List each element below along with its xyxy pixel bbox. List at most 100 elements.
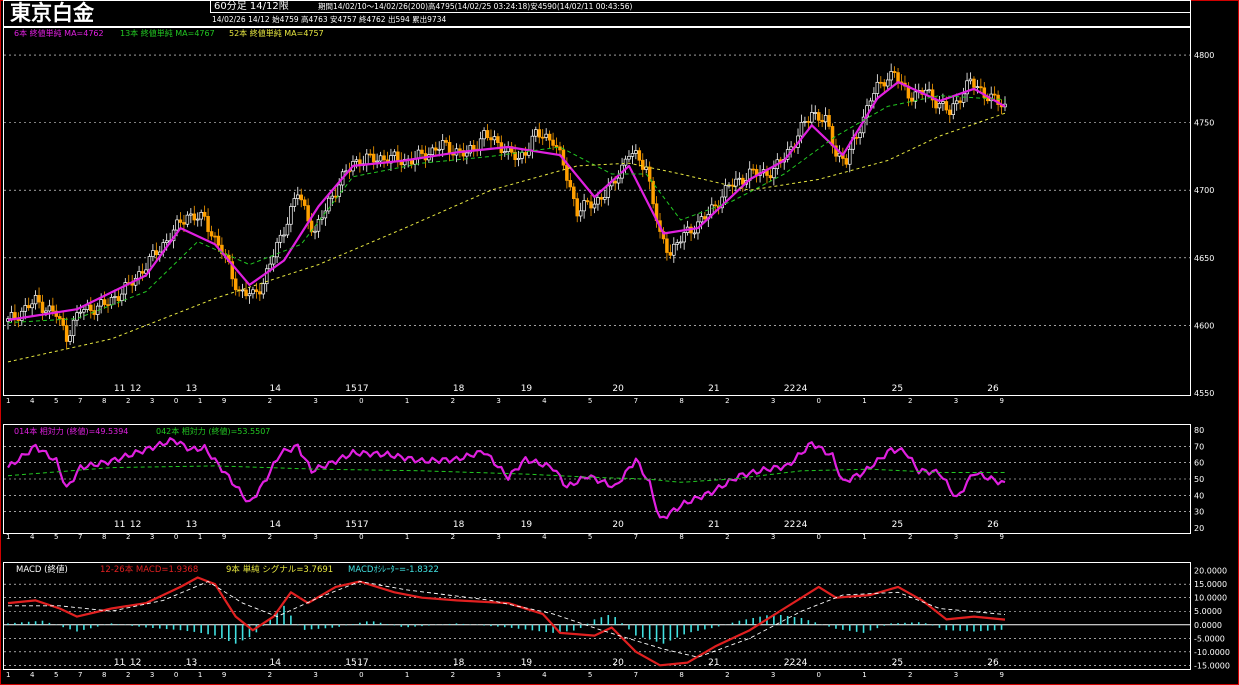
candle-body: [54, 310, 59, 317]
candle-body: [392, 151, 397, 156]
candle-body: [378, 155, 383, 162]
candle-body: [641, 159, 645, 170]
candle-body: [82, 309, 86, 313]
candle-body: [37, 295, 41, 303]
candle-body: [820, 119, 824, 123]
macd-line: [7, 576, 1006, 667]
macd-tick-label: -15.0000: [1194, 661, 1230, 670]
candle-body: [199, 211, 203, 220]
candle-body: [596, 197, 600, 205]
candle-body: [692, 232, 697, 235]
candle-body: [247, 293, 252, 297]
candle-body: [699, 216, 704, 223]
x-day-label: 24: [796, 520, 808, 530]
candle-body: [675, 242, 680, 245]
candle-body: [78, 311, 83, 314]
candle-body: [368, 153, 372, 156]
x-day-label: 11: [114, 520, 125, 530]
x-day-label: 12: [130, 520, 141, 530]
candle-body: [209, 231, 214, 237]
candle-body: [910, 97, 914, 102]
candle-body: [175, 219, 179, 231]
candle-body: [264, 268, 269, 285]
candle-body: [589, 201, 593, 209]
candle-body: [592, 203, 597, 209]
macd-tick-label: 10.0000: [1194, 594, 1227, 603]
candle-body: [575, 198, 579, 217]
candle-body: [89, 304, 93, 311]
candle-body: [154, 250, 159, 256]
candle-body: [975, 86, 980, 88]
candle-body: [313, 230, 317, 233]
candle-body: [254, 289, 259, 292]
candle-body: [330, 195, 335, 199]
rsi-tick-label: 40: [1194, 491, 1204, 500]
candle-body: [61, 318, 65, 326]
candle-body: [813, 112, 818, 114]
candle-body: [996, 94, 1000, 105]
candle-body: [730, 184, 735, 187]
candle-body: [937, 103, 942, 109]
candle-body: [503, 151, 507, 154]
candle-body: [496, 136, 500, 143]
candle-body: [75, 312, 79, 321]
rsi-tick-label: 30: [1194, 508, 1204, 517]
candle-body: [879, 81, 883, 84]
x-hour-ticks: 1457823019 2 3 0 1 2 3 4 5 7 8 2 3 0 1 2…: [6, 533, 1004, 541]
candle-body: [651, 180, 655, 205]
candle-body: [430, 147, 435, 155]
candle-body: [289, 206, 293, 225]
candle-body: [530, 135, 535, 152]
price-panel[interactable]: 4800 4750 4700 4650 4600 4550 11 12 13 14 15 17 18 19…: [4, 51, 1214, 405]
candle-body: [672, 243, 676, 256]
macd-panel[interactable]: 20.0000 15.0000 10.0000 5.0000 0.0000 -5.0000…: [4, 567, 1230, 679]
candle-body: [547, 133, 552, 141]
candle-body: [213, 235, 217, 238]
candle-body: [202, 211, 207, 217]
candle-body: [106, 304, 110, 306]
x-day-label: 13: [186, 520, 197, 530]
price-tick-label: 4800: [1194, 51, 1214, 60]
candle-body: [565, 164, 569, 181]
candle-body: [333, 195, 338, 198]
period-label: 60分足 14/12限: [214, 0, 289, 12]
x-day-label: 18: [453, 520, 465, 530]
x-day-label: 17: [357, 520, 368, 530]
candle-body: [965, 80, 969, 95]
candle-body: [551, 139, 555, 146]
candle-body: [606, 185, 611, 198]
candle-body: [164, 240, 169, 243]
candle-body: [582, 200, 586, 212]
macd-tick-label: 15.0000: [1194, 580, 1227, 589]
candle-body: [934, 99, 938, 109]
candle-body: [20, 310, 24, 321]
x-day-label: 20: [612, 384, 624, 394]
x-day-label: 15: [345, 658, 356, 668]
candle-body: [33, 295, 38, 305]
ma-long-line: [7, 112, 1006, 363]
x-day-label: 11: [114, 384, 125, 394]
candle-body: [440, 140, 445, 150]
candle-body: [554, 145, 559, 148]
rsi-panel[interactable]: 80 70 60 50 40 30 20 11 12 13 14 15 17 18 19 20 21 22 24 25…: [4, 426, 1204, 541]
candle-body: [371, 153, 376, 163]
price-tick-label: 4700: [1194, 186, 1214, 195]
candle-body: [637, 150, 642, 161]
candle-body: [109, 296, 114, 306]
candle-body: [737, 177, 742, 180]
candle-body: [930, 89, 935, 101]
candle-body: [485, 130, 490, 139]
candle-body: [271, 256, 276, 265]
candle-body: [858, 132, 862, 138]
candle-body: [337, 184, 341, 197]
candle-body: [848, 148, 852, 165]
candle-body: [185, 214, 190, 225]
rsi-short-line: [7, 437, 1006, 520]
candle-body: [306, 205, 310, 222]
candle-body: [206, 216, 210, 232]
ohlc-info: 14/02/26 14/12 始4759 高4763 安4757 終4762 出…: [212, 14, 446, 24]
candle-body: [23, 305, 27, 312]
x-day-label: 11: [114, 658, 125, 668]
candle-body: [382, 155, 386, 161]
